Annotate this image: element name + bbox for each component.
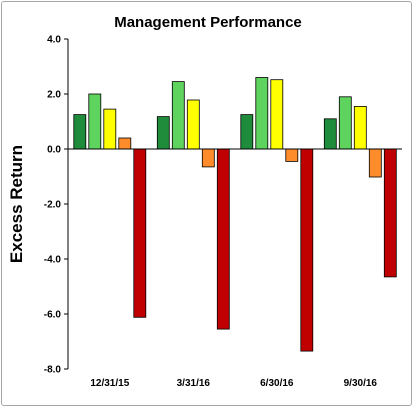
x-tick-label: 12/31/15 bbox=[90, 378, 129, 389]
y-tick-label: -6.0 bbox=[44, 310, 62, 321]
bar-9-30-16-series-4 bbox=[368, 148, 382, 178]
bar-12-31-15-series-4 bbox=[118, 137, 132, 150]
bar-3-31-16-series-5 bbox=[216, 148, 230, 330]
y-tick-label: -4.0 bbox=[44, 255, 62, 266]
x-tick-label: 6/30/16 bbox=[260, 378, 294, 389]
bar-12-31-15-series-2 bbox=[88, 93, 102, 150]
y-tick-label: -2.0 bbox=[44, 200, 62, 211]
chart-title: Management Performance bbox=[114, 14, 302, 31]
bar-6-30-16-series-5 bbox=[300, 148, 314, 352]
bars-group bbox=[73, 77, 397, 352]
bar-3-31-16-series-1 bbox=[156, 116, 170, 150]
y-tick-label: -8.0 bbox=[44, 365, 62, 376]
x-tick-label: 9/30/16 bbox=[344, 378, 378, 389]
axes-group bbox=[64, 38, 402, 370]
bar-12-31-15-series-1 bbox=[73, 114, 87, 150]
bar-6-30-16-series-1 bbox=[240, 114, 254, 150]
bar-9-30-16-series-5 bbox=[383, 148, 397, 278]
bar-9-30-16-series-1 bbox=[323, 118, 337, 150]
bar-6-30-16-series-2 bbox=[255, 77, 269, 150]
bar-6-30-16-series-4 bbox=[285, 148, 299, 162]
bar-12-31-15-series-3 bbox=[103, 108, 117, 150]
bar-9-30-16-series-3 bbox=[353, 106, 367, 150]
y-tick-label: 2.0 bbox=[47, 90, 61, 101]
y-axis-label: Excess Return bbox=[7, 145, 26, 263]
y-tick-label: 0.0 bbox=[47, 145, 61, 156]
bar-6-30-16-series-3 bbox=[270, 79, 284, 150]
x-tick-label: 3/31/16 bbox=[177, 378, 211, 389]
bar-3-31-16-series-2 bbox=[171, 81, 185, 150]
y-tick-label: 4.0 bbox=[47, 35, 61, 46]
tick-labels-group: 12/31/15 3/31/16 6/30/16 9/30/16 4.0 2.0 0.0 -2… bbox=[44, 35, 378, 390]
bar-12-31-15-series-5 bbox=[133, 148, 147, 318]
bar-3-31-16-series-3 bbox=[186, 99, 200, 150]
bar-9-30-16-series-2 bbox=[338, 96, 352, 150]
bar-3-31-16-series-4 bbox=[201, 148, 215, 168]
